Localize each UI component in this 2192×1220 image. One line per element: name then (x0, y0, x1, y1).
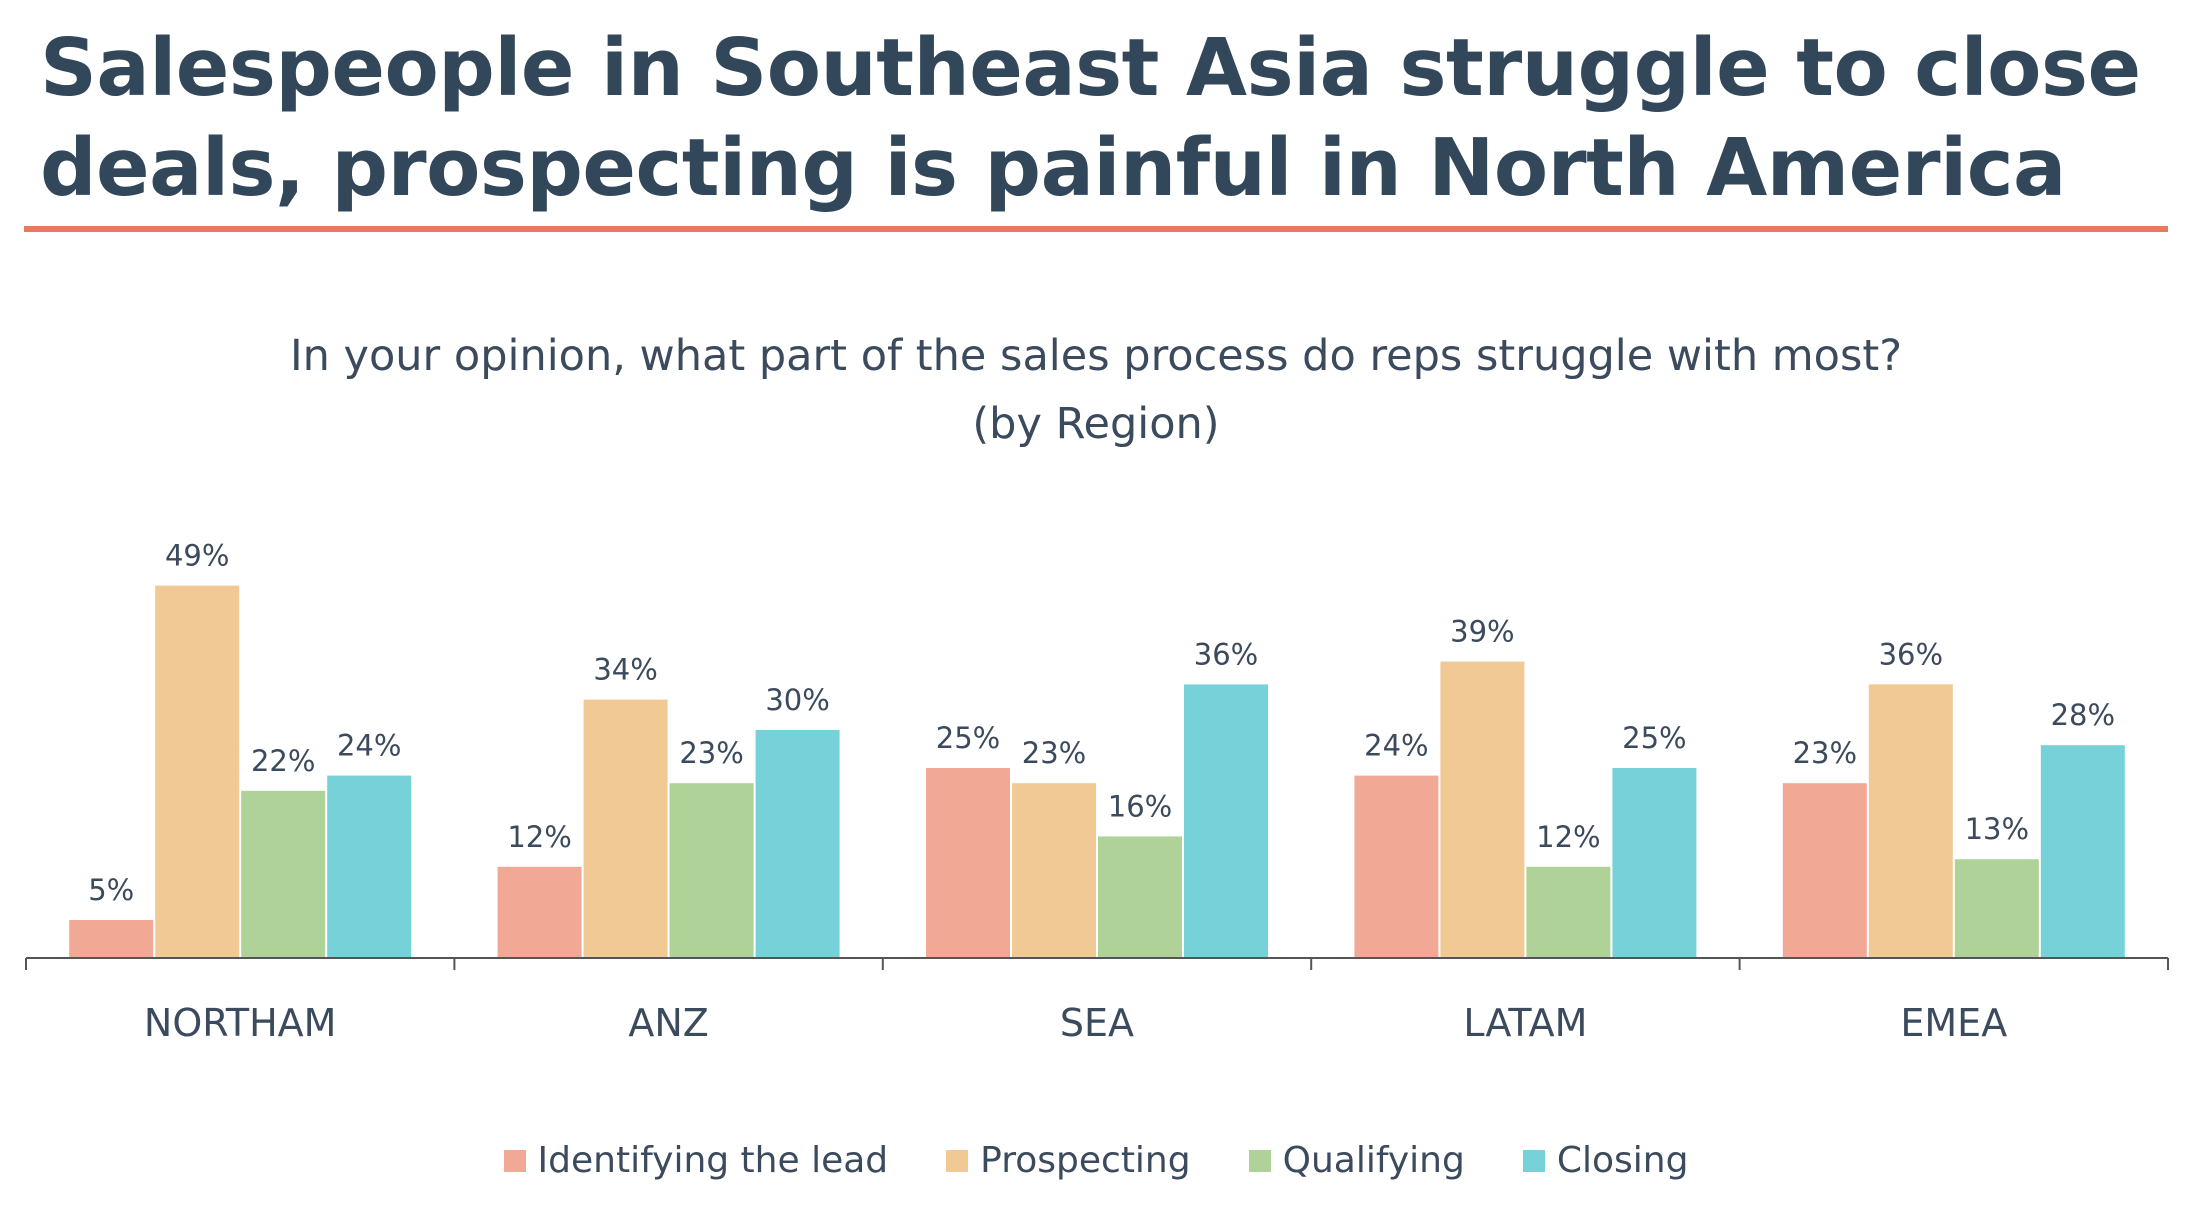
legend-swatch-closing (1522, 1149, 1545, 1172)
bar (1440, 661, 1525, 958)
legend-item: Closing (1522, 1140, 1689, 1181)
data-label: 22% (251, 744, 315, 778)
bar (1954, 859, 2039, 958)
bar (1868, 684, 1953, 958)
legend-item: Prospecting (946, 1140, 1191, 1181)
legend-item: Identifying the lead (503, 1140, 889, 1181)
bar (1098, 836, 1182, 958)
bar (1526, 866, 1611, 958)
bar (1184, 684, 1268, 958)
bar (1354, 775, 1439, 958)
data-label: 36% (1879, 637, 1943, 671)
x-tick-label: NORTHAM (144, 1001, 337, 1045)
data-label: 30% (765, 683, 829, 717)
data-label: 23% (1022, 736, 1086, 770)
bar (755, 730, 840, 958)
data-label: 5% (88, 873, 134, 907)
bar (241, 790, 326, 958)
x-tick-label: EMEA (1900, 1001, 2007, 1045)
data-label: 39% (1450, 615, 1514, 649)
legend-label: Closing (1556, 1140, 1689, 1181)
x-tick-label: LATAM (1463, 1001, 1587, 1045)
data-label: 24% (337, 729, 401, 763)
data-label: 36% (1194, 637, 1258, 671)
bar (926, 768, 1010, 958)
chart-title-line-2: (by Region) (972, 399, 1220, 449)
bar (1612, 768, 1697, 958)
bar (1782, 783, 1867, 958)
bar (583, 699, 668, 958)
data-label: 23% (1793, 736, 1857, 770)
bar (2040, 745, 2125, 958)
data-label: 34% (593, 653, 657, 687)
legend-swatch-prospecting (946, 1149, 969, 1172)
legend-label: Qualifying (1282, 1140, 1465, 1181)
bar (497, 866, 582, 958)
headline-line-1: Salespeople in Southeast Asia struggle t… (40, 22, 2141, 114)
bar (155, 585, 240, 958)
chart-legend: Identifying the lead Prospecting Qualify… (0, 1140, 2192, 1181)
chart-title: In your opinion, what part of the sales … (0, 322, 2192, 458)
bar (669, 783, 754, 958)
legend-label: Prospecting (980, 1140, 1191, 1181)
data-label: 23% (679, 736, 743, 770)
data-label: 12% (1536, 820, 1600, 854)
headline-divider (24, 226, 2168, 232)
headline-line-2: deals, prospecting is painful in North A… (40, 122, 2066, 214)
data-label: 13% (1965, 812, 2029, 846)
data-label: 16% (1108, 789, 1172, 823)
data-label: 25% (1622, 721, 1686, 755)
legend-swatch-identifying (503, 1149, 526, 1172)
bar (1012, 783, 1096, 958)
data-label: 25% (936, 721, 1000, 755)
legend-item: Qualifying (1248, 1140, 1465, 1181)
x-tick-label: SEA (1060, 1001, 1134, 1045)
data-label: 28% (2051, 698, 2115, 732)
x-tick-label: ANZ (628, 1001, 708, 1045)
headline: Salespeople in Southeast Asia struggle t… (40, 18, 2160, 218)
chart-title-line-1: In your opinion, what part of the sales … (289, 331, 1903, 381)
bar (327, 775, 412, 958)
data-label: 12% (507, 820, 571, 854)
data-label: 49% (165, 539, 229, 573)
data-label: 24% (1364, 729, 1428, 763)
legend-label: Identifying the lead (537, 1140, 889, 1181)
legend-swatch-qualifying (1248, 1149, 1271, 1172)
bar (69, 920, 154, 958)
